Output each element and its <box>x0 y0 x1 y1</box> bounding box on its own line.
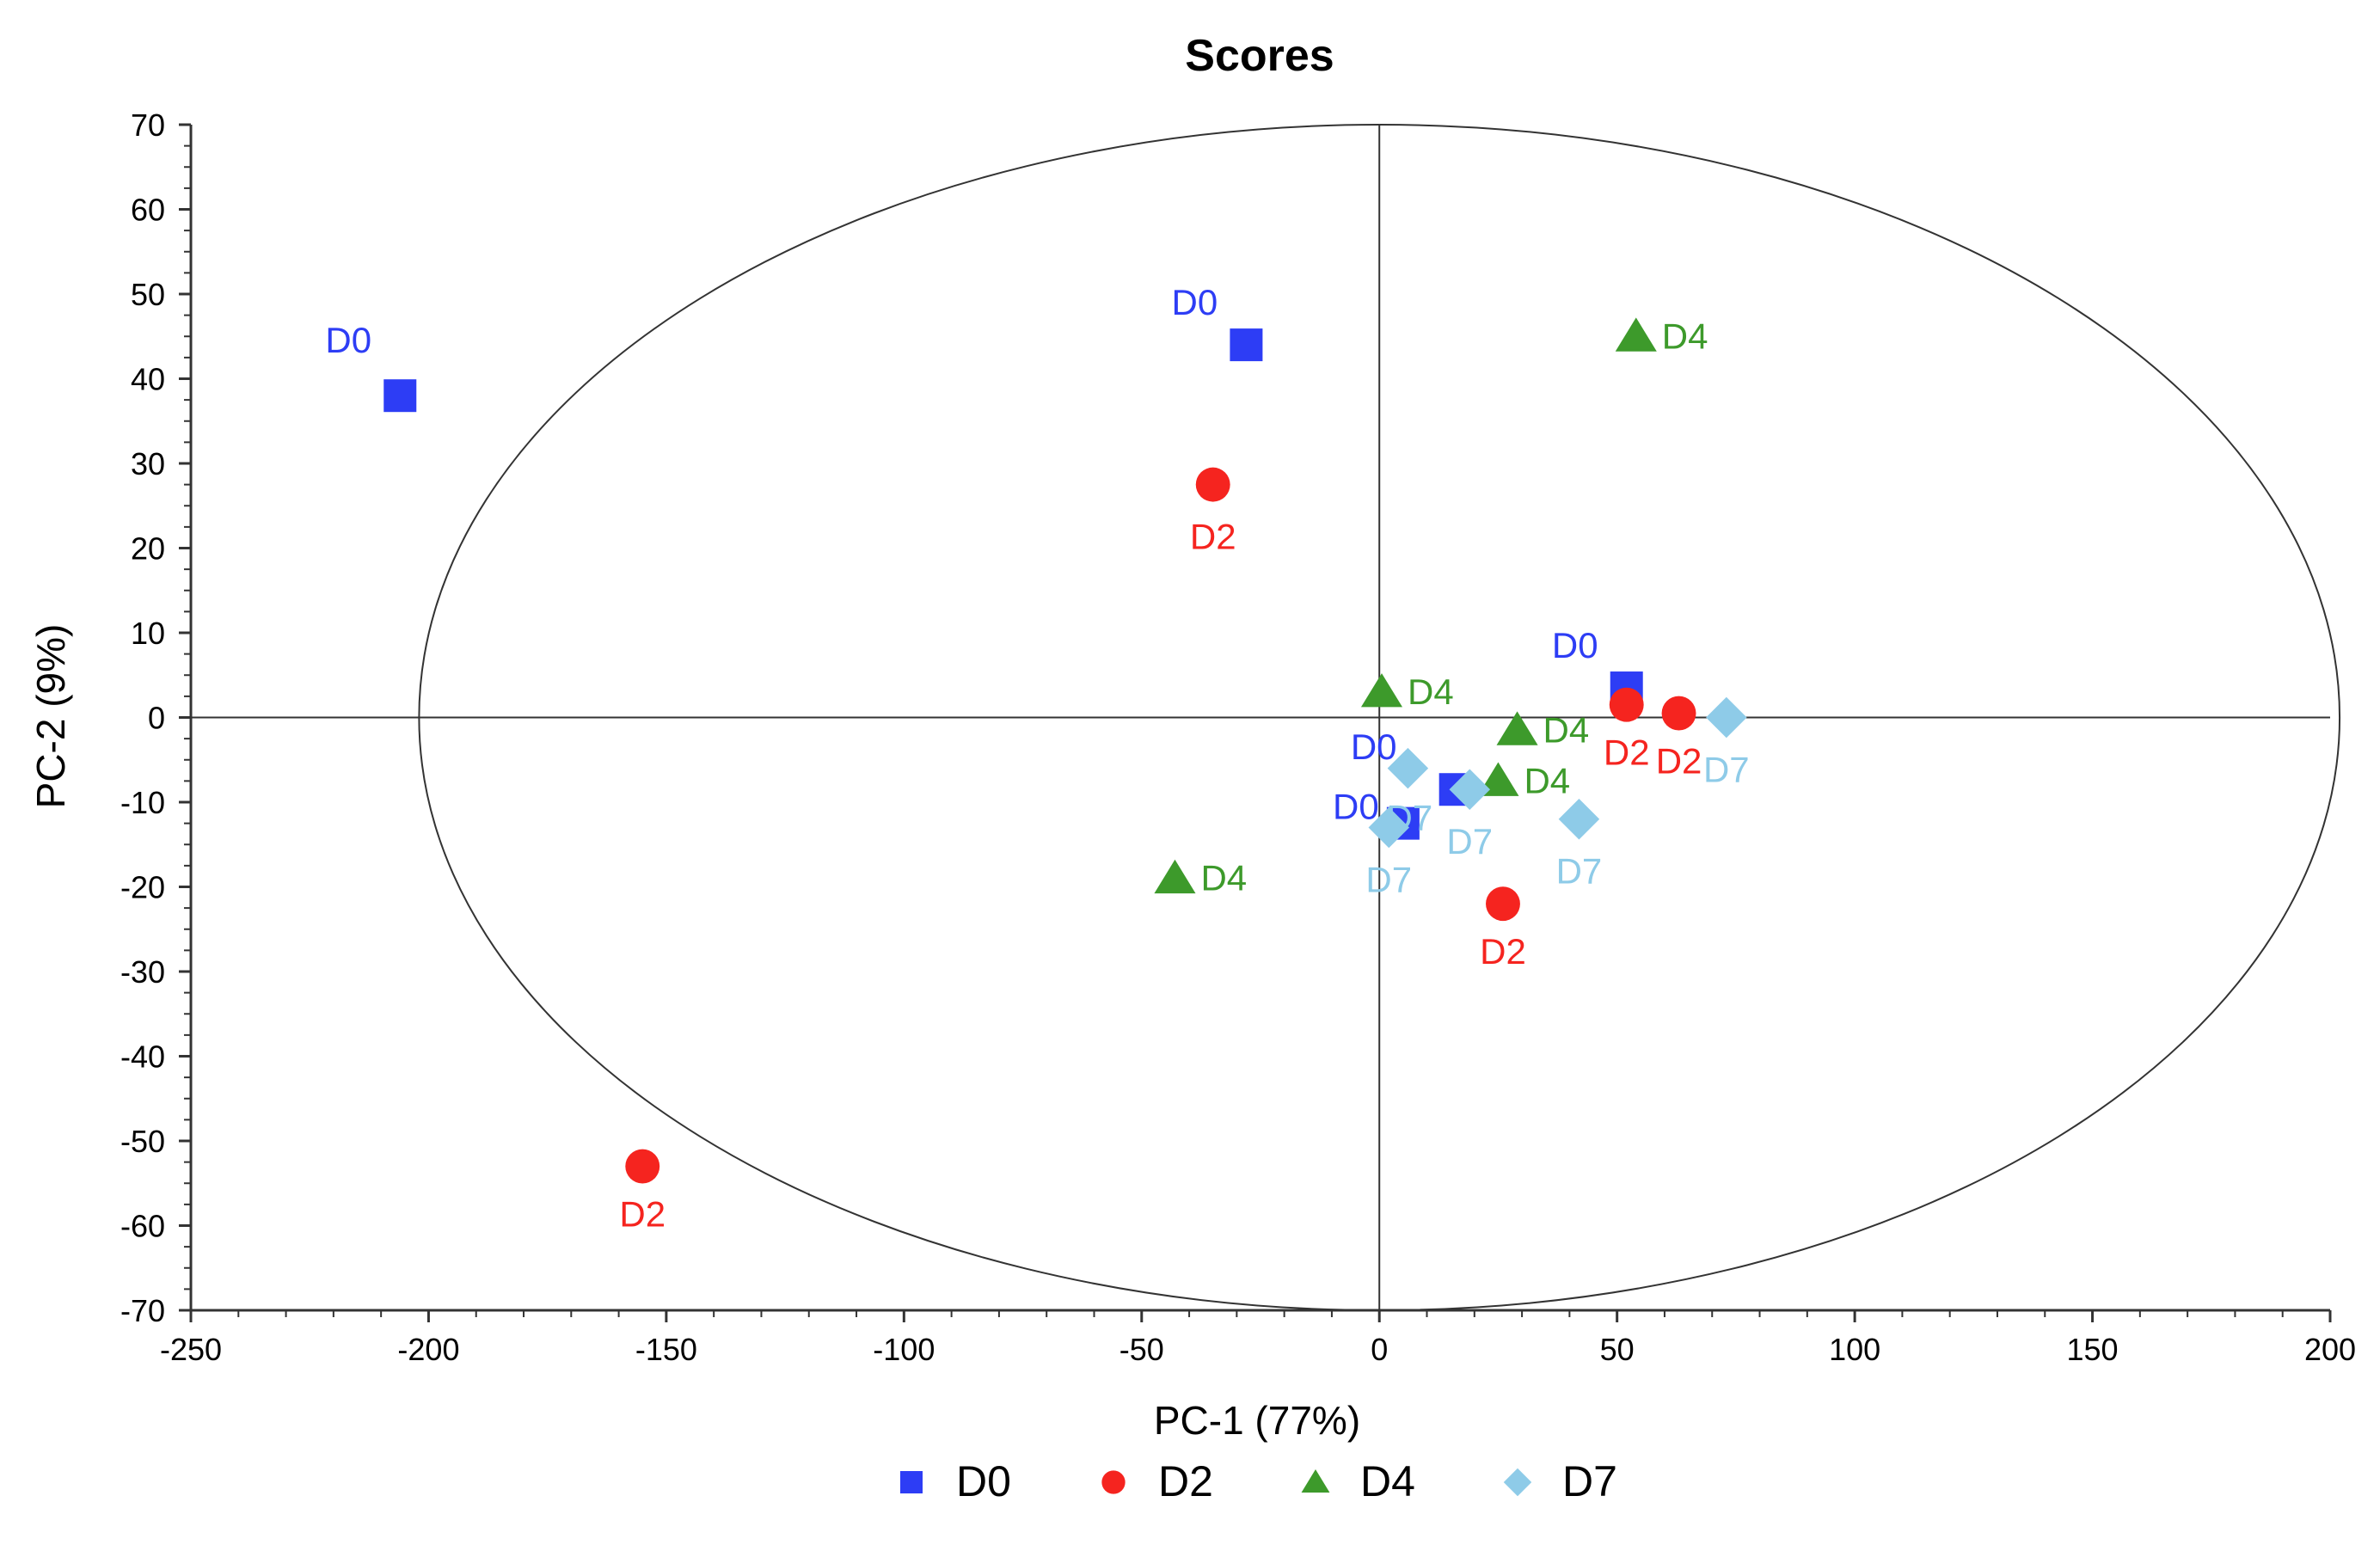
x-tick-label: -100 <box>873 1332 935 1367</box>
data-point-d2 <box>625 1149 660 1184</box>
x-tick-label: -150 <box>635 1332 697 1367</box>
legend-label-d7: D7 <box>1562 1457 1617 1505</box>
point-label-d4: D4 <box>1408 671 1454 712</box>
y-tick-label: -20 <box>120 870 165 905</box>
y-tick-label: 40 <box>131 362 165 397</box>
x-tick-label: -50 <box>1119 1332 1164 1367</box>
legend-marker-d7 <box>1503 1468 1532 1497</box>
point-label-d7: D7 <box>1556 851 1603 892</box>
point-label-d2: D2 <box>619 1194 666 1235</box>
data-point-d4 <box>1496 711 1538 745</box>
legend-marker-d2 <box>1101 1470 1126 1494</box>
point-label-d4: D4 <box>1524 760 1570 800</box>
y-tick-label: -30 <box>120 954 165 990</box>
point-label-d0: D0 <box>1333 787 1379 827</box>
x-tick-label: 200 <box>2304 1332 2356 1367</box>
y-tick-label: 70 <box>131 107 165 143</box>
y-tick-label: -70 <box>120 1293 165 1328</box>
data-point-d7 <box>1706 696 1747 739</box>
legend-marker-d4 <box>1301 1469 1330 1493</box>
data-point-d7 <box>1449 769 1491 810</box>
data-points <box>383 317 1747 1184</box>
data-point-d4 <box>1154 859 1196 894</box>
legend-label-d2: D2 <box>1158 1457 1213 1505</box>
point-label-d0: D0 <box>1172 282 1218 322</box>
point-label-d7: D7 <box>1387 798 1433 838</box>
x-axis-label: PC-1 (77%) <box>1154 1398 1360 1443</box>
data-point-d0 <box>383 379 417 413</box>
point-label-d0: D0 <box>1351 727 1397 767</box>
data-point-d7 <box>1368 806 1410 849</box>
point-label-d4: D4 <box>1543 709 1590 750</box>
data-point-d7 <box>1387 747 1429 789</box>
point-label-d7: D7 <box>1703 750 1750 790</box>
y-tick-label: 30 <box>131 446 165 481</box>
point-label-d2: D2 <box>1480 931 1526 972</box>
x-tick-label: 100 <box>1829 1332 1880 1367</box>
point-label-d2: D2 <box>1656 741 1702 782</box>
data-point-d2 <box>1486 886 1520 922</box>
y-tick-label: 60 <box>131 193 165 228</box>
y-axis-label: PC-2 (9%) <box>28 624 73 809</box>
plot-area: 706050403020100-10-20-30-40-50-60-70-250… <box>120 107 2356 1367</box>
y-tick-label: 20 <box>131 531 165 567</box>
data-point-d0 <box>1230 328 1263 362</box>
y-tick-label: -60 <box>120 1209 165 1244</box>
point-label-d0: D0 <box>325 320 371 360</box>
legend-label-d0: D0 <box>956 1457 1011 1505</box>
point-label-d0: D0 <box>1552 625 1598 665</box>
y-tick-label: -50 <box>120 1124 165 1159</box>
data-point-d2 <box>1661 696 1696 731</box>
legend-label-d4: D4 <box>1360 1457 1415 1505</box>
point-label-d4: D4 <box>1200 858 1247 898</box>
data-point-d4 <box>1360 673 1403 708</box>
y-tick-label: -10 <box>120 785 165 820</box>
y-tick-label: -40 <box>120 1039 165 1075</box>
data-point-d2 <box>1195 467 1230 502</box>
x-tick-label: 0 <box>1371 1332 1388 1367</box>
data-point-d2 <box>1609 687 1644 722</box>
data-point-d7 <box>1558 798 1600 840</box>
x-tick-label: -200 <box>397 1332 459 1367</box>
point-label-d4: D4 <box>1662 316 1708 356</box>
legend-marker-d0 <box>900 1471 923 1493</box>
point-label-d7: D7 <box>1365 860 1412 900</box>
point-label-d2: D2 <box>1604 733 1650 773</box>
data-point-d4 <box>1615 317 1657 352</box>
legend: D0 D2 D4 D7 <box>900 1457 1617 1505</box>
x-tick-label: 150 <box>2067 1332 2119 1367</box>
x-tick-label: -250 <box>160 1332 222 1367</box>
y-tick-label: 0 <box>148 701 165 736</box>
y-tick-label: 10 <box>131 616 165 651</box>
x-tick-label: 50 <box>1600 1332 1635 1367</box>
point-label-d7: D7 <box>1446 821 1493 861</box>
chart-title: Scores <box>1185 31 1334 81</box>
y-tick-label: 50 <box>131 277 165 312</box>
point-label-d2: D2 <box>1190 517 1236 557</box>
